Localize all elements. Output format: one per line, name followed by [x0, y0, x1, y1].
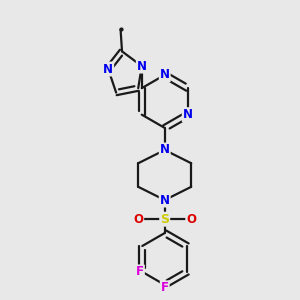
Text: N: N — [160, 194, 170, 207]
Text: N: N — [103, 62, 113, 76]
Text: F: F — [136, 266, 144, 278]
Text: F: F — [161, 281, 169, 294]
Text: N: N — [137, 60, 147, 73]
Text: O: O — [186, 213, 196, 226]
Text: N: N — [183, 108, 193, 121]
Text: N: N — [160, 68, 170, 81]
Text: S: S — [160, 213, 169, 226]
Text: N: N — [160, 143, 170, 157]
Text: O: O — [133, 213, 143, 226]
